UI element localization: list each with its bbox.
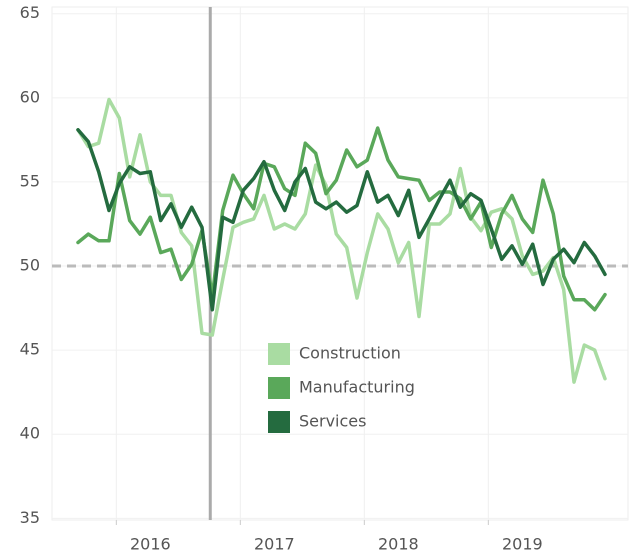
y-tick-label: 35: [20, 508, 40, 527]
legend-swatch: [268, 411, 290, 433]
series-line: [76, 128, 607, 312]
legend-swatch: [268, 343, 290, 365]
series-line: [76, 97, 607, 384]
y-tick-label: 40: [20, 424, 40, 443]
x-tick-label: 2019: [502, 535, 543, 552]
y-tick-label: 60: [20, 87, 40, 106]
legend-label: Manufacturing: [299, 378, 415, 397]
y-tick-label: 45: [20, 340, 40, 359]
series-line: [76, 126, 607, 312]
legend-label: Construction: [299, 344, 401, 363]
legend-label: Services: [299, 412, 366, 431]
y-tick-label: 65: [20, 3, 40, 22]
y-tick-label: 50: [20, 256, 40, 275]
x-tick-label: 2017: [254, 535, 295, 552]
x-tick-label: 2018: [378, 535, 419, 552]
plot-area: [51, 6, 629, 521]
y-tick-label: 55: [20, 171, 40, 190]
legend-swatch: [268, 377, 290, 399]
x-tick-label: 2016: [130, 535, 171, 552]
